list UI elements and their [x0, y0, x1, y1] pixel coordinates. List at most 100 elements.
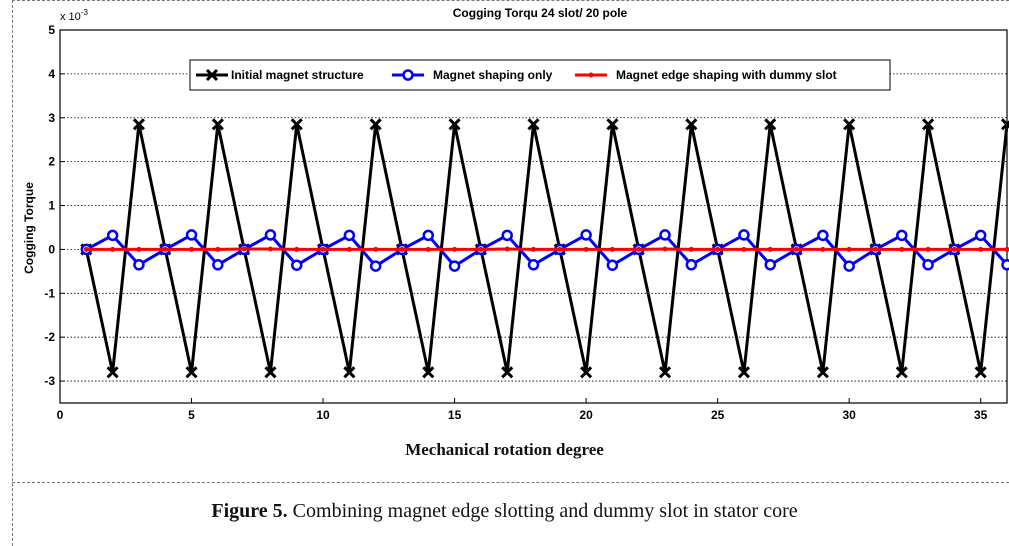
data-point-dot [794, 246, 800, 252]
y-tick-label: -3 [44, 374, 55, 388]
data-point-dot [846, 246, 852, 252]
data-point-circle [369, 260, 382, 272]
data-point-x [290, 118, 303, 131]
data-point-dot [425, 246, 431, 252]
frame-top-border [12, 0, 1009, 1]
data-point-x [343, 366, 356, 379]
data-point-dot [452, 246, 458, 252]
frame-left-border [12, 0, 13, 546]
y-tick-label: 3 [48, 111, 55, 125]
data-point-dot [504, 246, 510, 252]
data-point-x [527, 118, 540, 131]
data-point-dot [162, 246, 168, 252]
plot-area-border [59, 29, 1008, 404]
x-tick-label: 15 [448, 408, 462, 422]
y-tick-label: 2 [48, 155, 55, 169]
data-point-dot [215, 246, 221, 252]
legend-box [189, 59, 891, 91]
data-point-x [974, 366, 987, 379]
data-point-dot [715, 246, 721, 252]
data-point-dot [688, 246, 694, 252]
data-point-dot [136, 246, 142, 252]
legend-label: Initial magnet structure [231, 68, 364, 82]
legend-label: Magnet shaping only [433, 68, 553, 82]
data-point-dot [583, 246, 589, 252]
data-point-x [580, 366, 593, 379]
legend-swatch-marker [402, 69, 414, 81]
data-point-circle [422, 229, 435, 242]
data-point-circle [685, 259, 698, 271]
y-multiplier-exponent: -3 [81, 8, 89, 17]
data-point-dot [741, 246, 747, 252]
data-point-dot [978, 246, 984, 252]
data-point-x [816, 366, 829, 379]
x-axis-label: Mechanical rotation degree [405, 440, 604, 459]
data-point-circle [212, 259, 224, 271]
data-point-x [685, 118, 698, 131]
data-point-dot [872, 246, 878, 252]
data-point-dot [531, 246, 536, 252]
data-point-dot [110, 246, 116, 252]
data-point-circle [606, 259, 619, 271]
y-tick-label: 5 [48, 23, 55, 37]
data-point-circle [974, 229, 987, 242]
series-line [84, 122, 1009, 374]
data-point-x [211, 118, 224, 131]
legend-entry-3: Magnet edge shaping with dummy slot [575, 68, 837, 82]
grid-lines [60, 73, 1007, 382]
data-point-circle [291, 259, 303, 271]
data-point-circle [527, 259, 540, 271]
data-point-dot [189, 246, 195, 252]
data-point-dot [478, 246, 484, 252]
data-point-dot [899, 246, 905, 252]
legend-swatch-marker [205, 68, 219, 82]
y-tick-label: -2 [44, 330, 55, 344]
data-point-circle [659, 229, 671, 241]
data-point-circle [343, 229, 356, 242]
data-point-circle [922, 259, 934, 271]
data-point-dot [951, 246, 957, 252]
data-point-x [843, 118, 856, 131]
data-point-circle [133, 259, 145, 271]
data-point-x [764, 118, 777, 131]
data-point-x [895, 366, 908, 379]
data-point-dot [346, 246, 352, 252]
x-tick-label: 35 [974, 408, 988, 422]
data-point-dot [294, 246, 300, 252]
y-tick-label: 0 [48, 242, 55, 256]
data-point-dot [767, 246, 773, 252]
data-point-dot [662, 246, 668, 252]
figure-caption-text: Combining magnet edge slotting and dummy… [287, 500, 798, 522]
figure-label: Figure 5. [211, 500, 288, 522]
data-point-circle [738, 229, 750, 241]
data-point-x [448, 118, 461, 131]
figure-caption: Figure 5. Combining magnet edge slotting… [0, 500, 1009, 523]
legend: Initial magnet structure Magnet shaping o… [189, 59, 891, 91]
legend-entry-2: Magnet shaping only [392, 68, 553, 82]
series-lines [80, 118, 1009, 379]
legend-entry-1: Initial magnet structure [196, 68, 364, 82]
data-point-dot [609, 246, 615, 252]
data-point-dot [241, 246, 247, 252]
data-point-circle [448, 260, 461, 272]
data-point-circle [896, 229, 908, 242]
data-point-dot [267, 246, 273, 252]
data-point-circle [1001, 259, 1009, 271]
data-point-dot [557, 246, 563, 252]
legend-swatch-marker [588, 72, 594, 78]
x-tick-label: 10 [316, 408, 330, 422]
x-tick-label: 25 [711, 408, 725, 422]
data-point-dot [925, 246, 931, 252]
data-point-x [106, 366, 119, 379]
data-point-circle [185, 229, 198, 241]
series-3 [83, 246, 1009, 252]
data-point-circle [264, 229, 277, 241]
y-axis-label: Cogging Torque [22, 182, 36, 274]
y-tick-label: 4 [48, 67, 55, 81]
x-tick-label: 0 [57, 408, 64, 422]
data-point-circle [580, 229, 592, 241]
data-point-x [658, 366, 672, 379]
x-tick-label: 5 [188, 408, 195, 422]
